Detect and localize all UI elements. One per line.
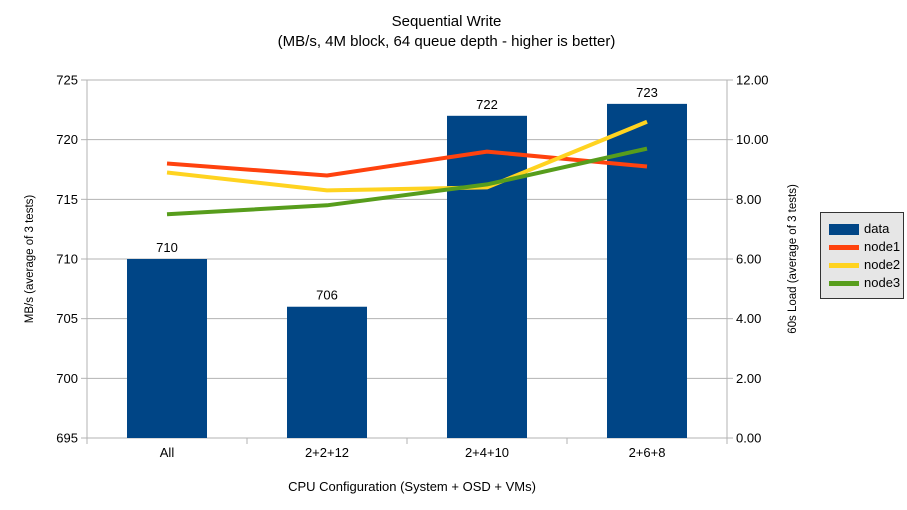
legend-label: node3 (864, 275, 901, 290)
left-axis-tick-label: 720 (56, 132, 78, 147)
bar-data (447, 115, 527, 439)
legend-item-node2: node2 (829, 256, 903, 274)
left-axis-tick-label: 725 (56, 73, 78, 88)
right-axis-tick-label: 12.00 (736, 73, 769, 88)
legend: data node1 node2 node3 (820, 212, 904, 299)
chart-title-block: Sequential Write (MB/s, 4M block, 64 que… (0, 12, 893, 52)
legend-item-data: data (829, 220, 903, 238)
bar-value-label: 722 (476, 97, 498, 112)
right-axis-tick-label: 6.00 (736, 252, 761, 267)
left-axis-tick-label: 700 (56, 371, 78, 386)
bar-value-label: 706 (316, 288, 338, 303)
left-axis-tick-label: 705 (56, 311, 78, 326)
category-label: 2+2+12 (305, 445, 349, 460)
right-axis-tick-label: 0.00 (736, 431, 761, 446)
legend-label: node2 (864, 257, 901, 272)
right-axis-tick-label: 2.00 (736, 371, 761, 386)
left-axis-title: MB/s (average of 3 tests) (24, 194, 36, 324)
left-axis-tick-label: 695 (56, 431, 78, 446)
bar-value-label: 710 (156, 240, 178, 255)
legend-bar-chip-data (829, 223, 859, 235)
right-axis-title: 60s Load (average of 3 tests) (787, 184, 799, 334)
category-label: 2+6+8 (629, 445, 666, 460)
bar-data (287, 306, 367, 438)
legend-line-chip-node3 (829, 280, 859, 286)
right-axis-tick-label: 4.00 (736, 311, 761, 326)
left-axis-tick-label: 715 (56, 192, 78, 207)
legend-label: node1 (864, 239, 901, 254)
bar-data (607, 103, 687, 438)
right-axis-tick-label: 8.00 (736, 192, 761, 207)
bar-value-label: 723 (636, 85, 658, 100)
right-axis-tick-label: 10.00 (736, 132, 769, 147)
legend-label: data (864, 221, 890, 236)
bar-data (127, 259, 207, 438)
legend-item-node1: node1 (829, 238, 903, 256)
category-label: 2+4+10 (465, 445, 509, 460)
line-node2 (166, 119, 648, 193)
chart-subtitle: (MB/s, 4M block, 64 queue depth - higher… (277, 33, 616, 50)
line-node1 (166, 149, 648, 178)
x-axis-title: CPU Configuration (System + OSD + VMs) (288, 479, 536, 494)
line-node3 (166, 146, 648, 217)
category-label: All (160, 445, 175, 460)
left-axis-tick-label: 710 (56, 252, 78, 267)
legend-item-node3: node3 (829, 274, 903, 292)
chart-title: Sequential Write (391, 13, 502, 30)
legend-line-chip-node1 (829, 244, 859, 250)
legend-line-chip-node2 (829, 262, 859, 268)
